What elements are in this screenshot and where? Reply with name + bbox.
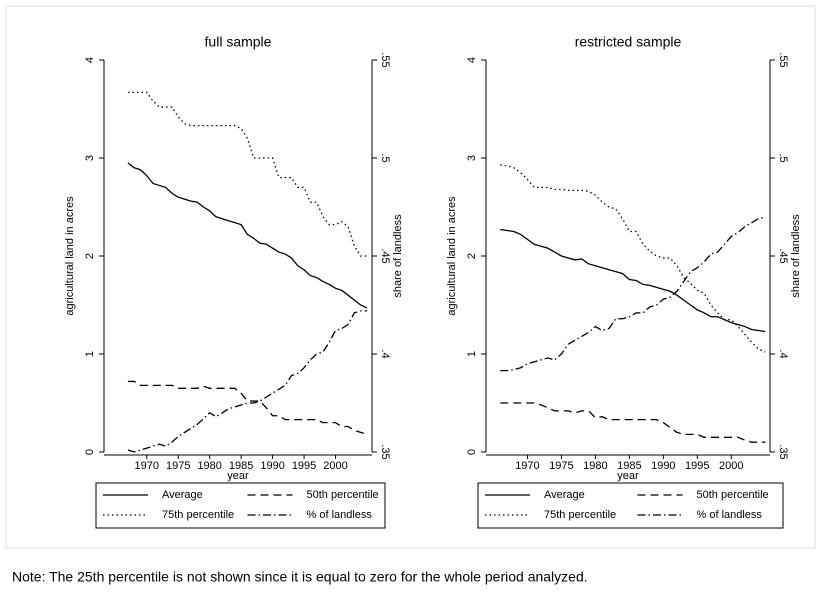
legend-label: Average	[162, 489, 203, 501]
y-tick-label: 1	[84, 351, 96, 357]
panel-title: restricted sample	[575, 34, 682, 50]
y2-tick-label: .4	[777, 349, 789, 358]
legend-label: 75th percentile	[162, 509, 234, 521]
y2-tick-label: .45	[777, 248, 789, 263]
y-axis-label: agricultural land in acres	[64, 196, 76, 316]
legend-label: % of landless	[697, 509, 763, 521]
x-tick-label: 1980	[197, 460, 221, 472]
y2-tick-label: .5	[777, 153, 789, 162]
legend-label: Average	[544, 489, 585, 501]
y-tick-label: 3	[84, 155, 96, 161]
y-tick-label: 0	[466, 449, 478, 455]
x-tick-label: 1970	[135, 460, 159, 472]
legend-box	[95, 482, 386, 529]
legend-label: % of landless	[307, 509, 373, 521]
y2-tick-label: .35	[379, 444, 391, 459]
y-tick-label: 4	[84, 57, 96, 63]
x-tick-label: 1995	[292, 460, 316, 472]
y2-tick-label: .55	[379, 52, 391, 67]
y-tick-label: 4	[466, 57, 478, 63]
series-line	[127, 162, 368, 309]
y-tick-label: 2	[84, 253, 96, 259]
y2-tick-label: .35	[777, 444, 789, 459]
x-tick-label: 1990	[651, 460, 675, 472]
series-line	[127, 380, 368, 435]
y2-tick-label: .45	[379, 248, 391, 263]
legend-label: 75th percentile	[544, 509, 616, 521]
x-tick-label: 1970	[515, 460, 539, 472]
panel-title: full sample	[205, 34, 272, 50]
x-tick-label: 1990	[260, 460, 284, 472]
y2-axis-label: share of landless	[790, 214, 802, 298]
series-line	[500, 164, 766, 353]
y2-tick-label: .5	[379, 153, 391, 162]
y2-axis-label: share of landless	[392, 214, 404, 298]
series-line	[500, 402, 766, 443]
y-axis-label: agricultural land in acres	[446, 196, 458, 316]
x-tick-label: 1995	[685, 460, 709, 472]
x-tick-label: 1975	[166, 460, 190, 472]
note: Note: The 25th percentile is not shown s…	[12, 569, 588, 585]
x-tick-label: 1975	[549, 460, 573, 472]
x-tick-label: 2000	[323, 460, 347, 472]
legend-label: 50th percentile	[697, 489, 769, 501]
x-tick-label: 2000	[719, 460, 743, 472]
figure-frame	[5, 5, 816, 549]
y2-tick-label: .55	[777, 52, 789, 67]
x-axis-label: year	[617, 470, 639, 482]
series-line	[500, 216, 766, 372]
x-axis-label: year	[227, 470, 249, 482]
x-tick-label: 1985	[617, 460, 641, 472]
legend-box	[477, 482, 784, 529]
y-tick-label: 3	[466, 155, 478, 161]
y-tick-label: 1	[466, 351, 478, 357]
x-tick-label: 1980	[583, 460, 607, 472]
x-tick-label: 1985	[229, 460, 253, 472]
series-line	[127, 310, 367, 453]
y2-tick-label: .4	[379, 349, 391, 358]
legend-label: 50th percentile	[307, 489, 379, 501]
series-line	[500, 228, 766, 333]
y-tick-label: 0	[84, 449, 96, 455]
y-tick-label: 2	[466, 253, 478, 259]
